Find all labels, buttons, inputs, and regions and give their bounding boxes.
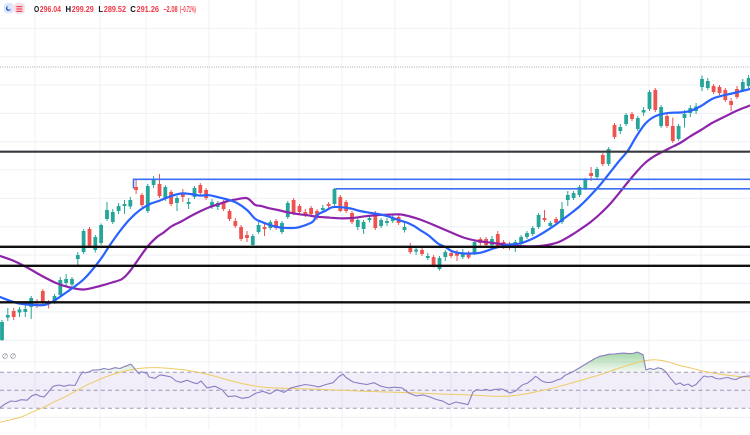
svg-text:C: C — [130, 5, 136, 14]
svg-text:−2.08: −2.08 — [163, 5, 178, 14]
svg-text:H: H — [66, 5, 72, 14]
svg-text:299.29: 299.29 — [72, 5, 94, 14]
svg-text:291.26: 291.26 — [137, 5, 160, 14]
svg-text:∅ ∅: ∅ ∅ — [2, 354, 16, 361]
svg-text:O: O — [34, 5, 39, 14]
svg-text:289.52: 289.52 — [104, 5, 127, 14]
svg-text:L: L — [98, 5, 103, 14]
svg-text:296.04: 296.04 — [40, 5, 62, 14]
svg-text:(−0.71%): (−0.71%) — [180, 5, 196, 14]
